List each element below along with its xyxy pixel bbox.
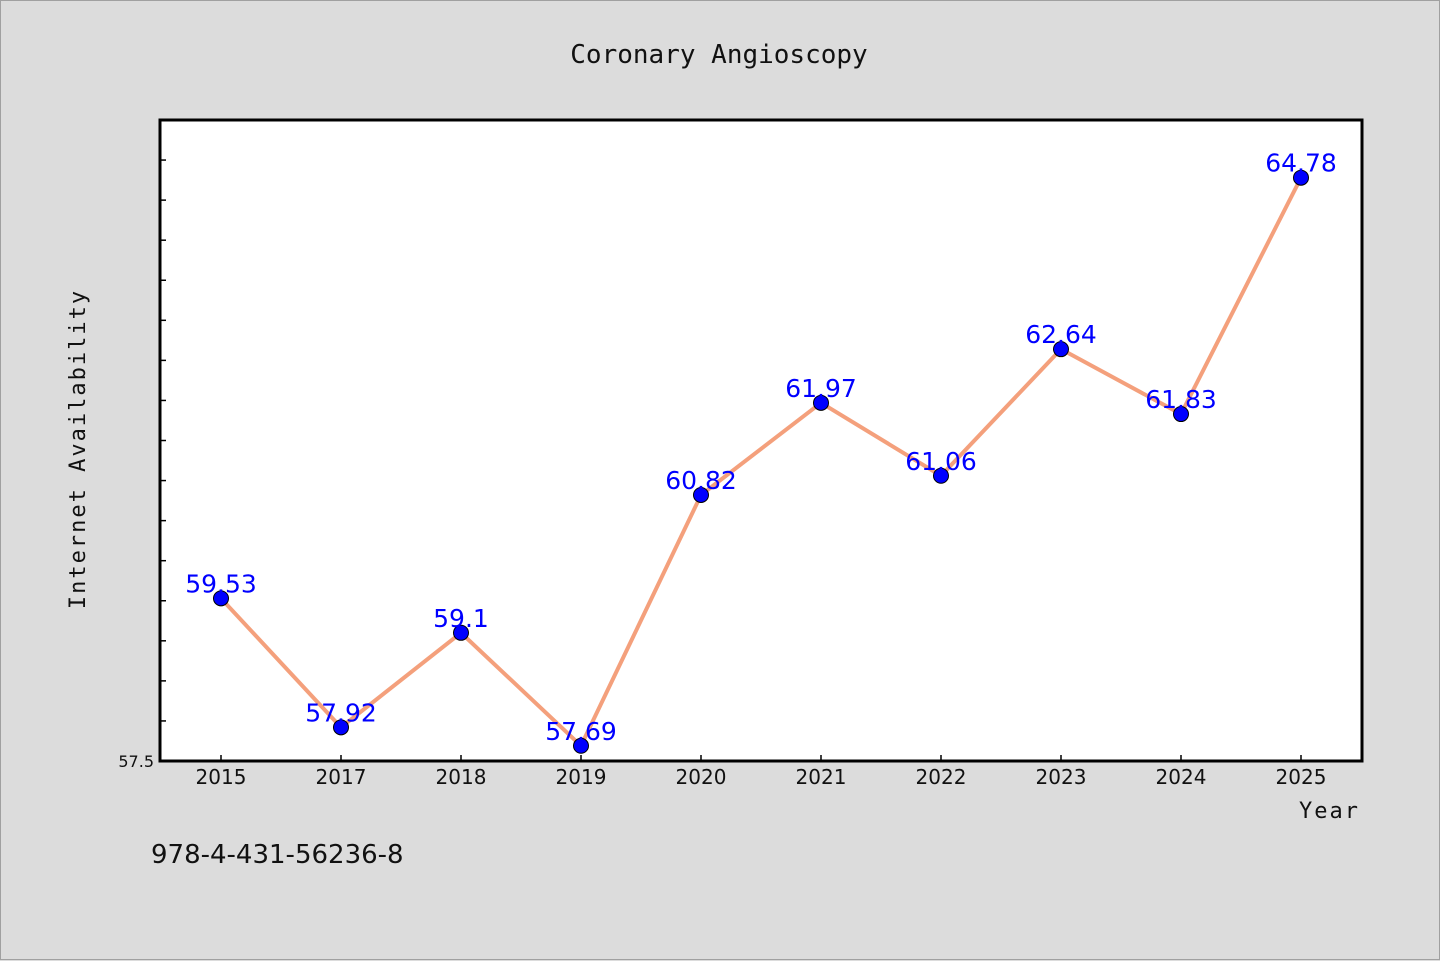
data-point — [1053, 341, 1069, 358]
y-axis-label: Internet Availability — [66, 289, 91, 609]
data-label: 60.82 — [665, 466, 737, 495]
plot-area — [158, 118, 1364, 763]
y-axis-ticks: 57.5 — [118, 119, 166, 771]
data-label: 57.92 — [305, 698, 377, 727]
data-point — [693, 486, 709, 503]
data-point — [1173, 406, 1189, 423]
data-label: 61.97 — [785, 374, 857, 403]
x-tick-label: 2017 — [316, 765, 367, 789]
data-point — [573, 737, 589, 754]
x-tick-label: 2019 — [556, 765, 607, 789]
x-axis-ticks: 2015 2017 2018 2019 2020 2021 2022 2023 2024 2025 — [196, 755, 1327, 789]
data-point — [453, 624, 469, 641]
data-label: 57.69 — [545, 717, 617, 746]
data-label: 59.1 — [433, 604, 489, 633]
x-tick-label: 2018 — [436, 765, 487, 789]
x-tick-label: 2021 — [796, 765, 847, 789]
chart-title: Coronary Angioscopy — [570, 40, 867, 70]
x-tick-label: 2022 — [916, 765, 967, 789]
footer-isbn: 978-4-431-56236-8 — [151, 840, 404, 870]
y-tick-label: 57.5 — [118, 752, 154, 771]
x-tick-label: 2020 — [676, 765, 727, 789]
data-point — [213, 590, 229, 607]
data-point — [933, 467, 949, 484]
x-tick-label: 2024 — [1156, 765, 1207, 789]
x-tick-label: 2015 — [196, 765, 247, 789]
data-label: 61.83 — [1145, 385, 1217, 414]
series-line — [219, 175, 1303, 748]
x-tick-label: 2023 — [1036, 765, 1087, 789]
data-label: 64.78 — [1265, 149, 1337, 178]
data-label: 61.06 — [905, 447, 977, 476]
data-label: 62.64 — [1025, 320, 1097, 349]
data-label: 59.53 — [185, 569, 257, 598]
data-series — [213, 169, 1309, 754]
data-point — [1293, 169, 1309, 186]
x-axis-label: Year — [1299, 799, 1360, 824]
x-tick-label: 2025 — [1276, 765, 1327, 789]
data-labels: 59.53 57.92 59.1 57.69 60.82 61.97 61.06 62.64 6… — [185, 149, 1337, 746]
data-point — [333, 719, 349, 736]
data-point — [813, 394, 829, 411]
